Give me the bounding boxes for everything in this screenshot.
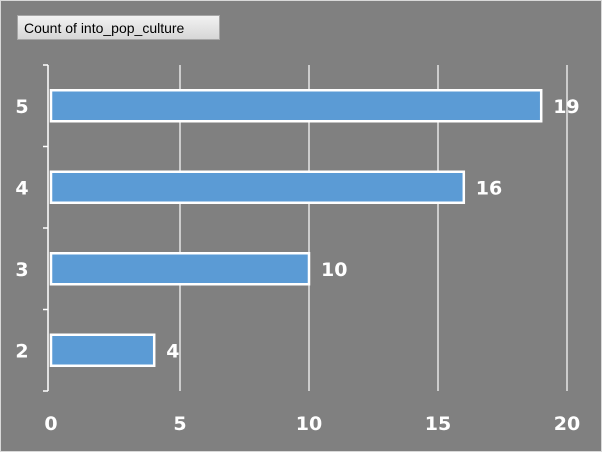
y-tick-label: 4	[15, 177, 28, 199]
x-tick-label: 0	[44, 413, 57, 435]
x-tick-label: 20	[554, 413, 580, 435]
y-axis-ticks: 5 4 3 2	[15, 96, 28, 363]
data-label: 16	[476, 177, 502, 199]
bar	[49, 89, 543, 123]
data-label: 10	[321, 259, 347, 281]
bar	[49, 170, 466, 204]
x-tick-label: 15	[425, 413, 451, 435]
x-tick-label: 5	[173, 413, 186, 435]
pivot-field-button[interactable]: Count of into_pop_culture	[17, 15, 220, 40]
y-tick-label: 2	[15, 340, 28, 362]
bars	[49, 89, 543, 367]
bar	[49, 252, 311, 286]
data-label: 4	[166, 340, 179, 362]
bar	[49, 333, 156, 367]
data-labels: 19 16 10 4	[166, 96, 579, 363]
y-tick-label: 5	[15, 96, 28, 118]
data-label: 19	[553, 96, 579, 118]
category-axis	[43, 64, 49, 392]
y-tick-label: 3	[15, 259, 28, 281]
x-axis-ticks: 0 5 10 15 20	[44, 413, 580, 435]
x-tick-label: 10	[296, 413, 322, 435]
